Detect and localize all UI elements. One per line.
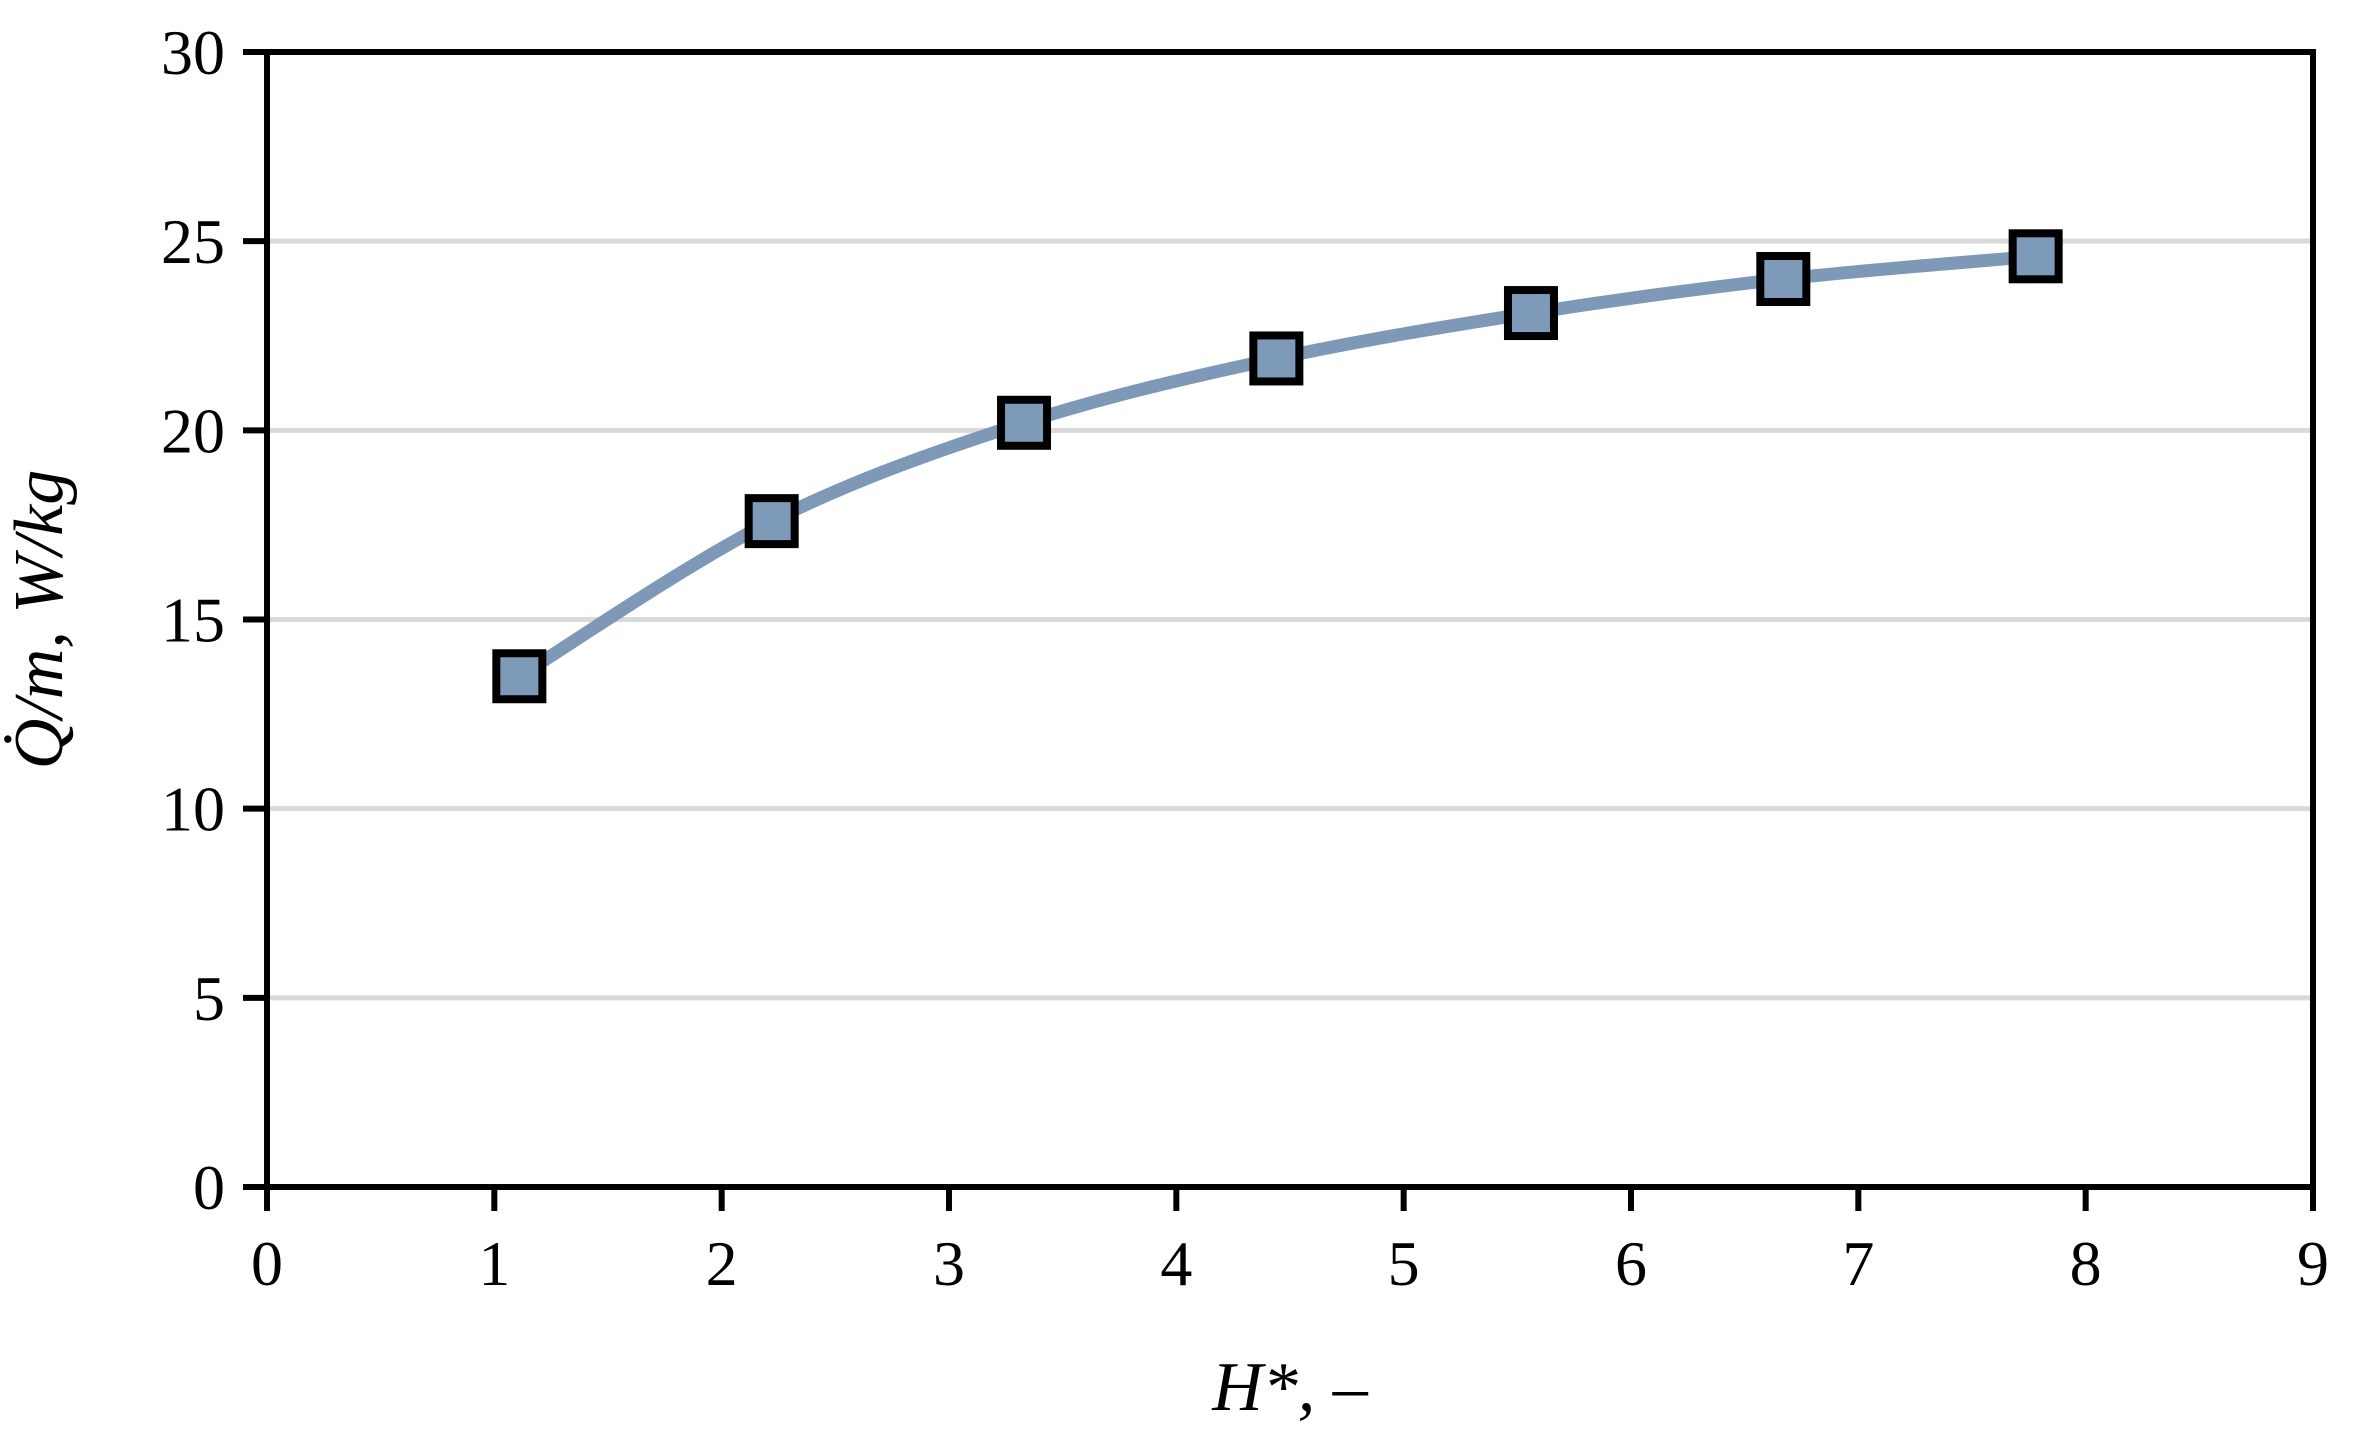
x-tick-label: 4 <box>1160 1228 1192 1299</box>
data-point-marker <box>997 395 1052 450</box>
data-point-marker <box>1503 286 1558 341</box>
markers-layer <box>492 229 2063 704</box>
y-tick-label: 20 <box>161 395 225 466</box>
y-tick-label: 15 <box>161 585 225 656</box>
y-tick-label: 10 <box>161 774 225 845</box>
data-point-marker <box>2008 229 2063 284</box>
y-axis-title: Q̇/m, W/kg <box>1 470 78 769</box>
x-tick-label: 9 <box>2297 1228 2329 1299</box>
data-point-marker <box>744 494 799 549</box>
y-tick-label: 5 <box>193 963 225 1034</box>
data-point-marker <box>1249 331 1304 386</box>
x-tick-label: 7 <box>1842 1228 1874 1299</box>
y-tick-label: 30 <box>161 17 225 88</box>
axes-layer <box>243 49 2316 1211</box>
x-tick-label: 3 <box>933 1228 965 1299</box>
series-line <box>515 249 2037 682</box>
x-tick-label: 2 <box>706 1228 738 1299</box>
tick-labels-layer: 0 1 2 3 4 5 6 7 8 9 0 5 10 15 20 25 30 <box>161 17 2329 1299</box>
x-tick-label: 0 <box>251 1228 283 1299</box>
data-point-marker <box>1756 252 1811 306</box>
x-tick-label: 8 <box>2070 1228 2102 1299</box>
x-tick-label: 5 <box>1388 1228 1420 1299</box>
y-tick-label: 0 <box>193 1152 225 1223</box>
x-tick-label: 1 <box>478 1228 510 1299</box>
x-tick-label: 6 <box>1615 1228 1647 1299</box>
x-axis-title: H*, – <box>1211 1349 1369 1426</box>
y-tick-label: 25 <box>161 206 225 277</box>
data-point-marker <box>492 649 547 704</box>
series-layer <box>515 249 2037 682</box>
